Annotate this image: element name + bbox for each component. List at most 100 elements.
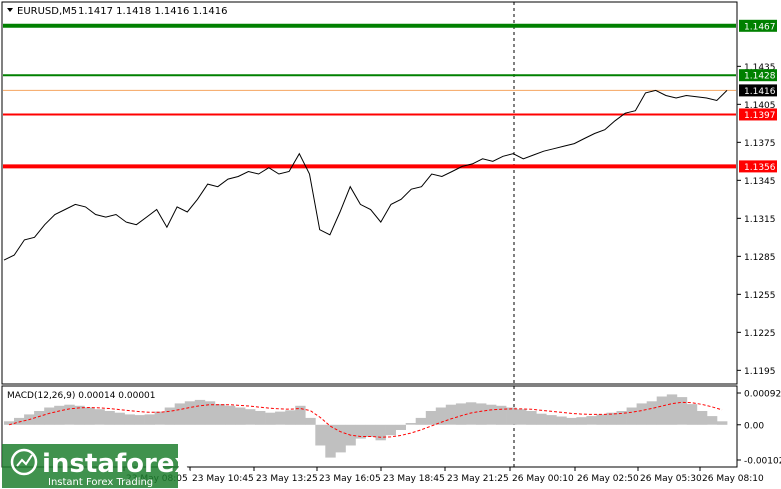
macd-bar — [496, 405, 507, 425]
macd-bar — [516, 409, 527, 425]
macd-bar — [4, 421, 15, 425]
macd-bar — [435, 407, 447, 425]
macd-bar — [154, 411, 165, 425]
x-tick-label-6: 26 May 00:10 — [512, 474, 574, 484]
macd-bar — [455, 403, 467, 425]
macd-bar — [526, 411, 537, 425]
price-series-line — [3, 89, 728, 261]
macd-tick-label-0.00092: 0.00092 — [744, 390, 781, 400]
ohlc-values: 1.1417 1.1418 1.1416 1.1416 — [78, 6, 228, 17]
macd-bar — [315, 424, 326, 446]
macd-bar — [74, 405, 85, 425]
logo-icon — [10, 448, 38, 476]
x-tick-label-3: 23 May 16:05 — [319, 474, 381, 484]
macd-bar — [415, 417, 427, 425]
macd-bar — [194, 399, 206, 425]
macd-bar — [626, 407, 637, 425]
y-tick-label-1.1315: 1.1315 — [744, 215, 776, 225]
price-tag-bg-1.1416 — [739, 84, 777, 97]
macd-bar — [224, 405, 236, 425]
logo-name: instaforex — [42, 449, 192, 479]
macd-bar — [134, 415, 145, 425]
y-tick-label-1.1435: 1.1435 — [744, 63, 776, 73]
x-tick-label-2: 23 May 13:25 — [256, 474, 318, 484]
price-tag-1.1467: 1.1467 — [744, 22, 776, 32]
macd-bar — [14, 417, 25, 425]
y-tick-label-1.1285: 1.1285 — [744, 253, 776, 263]
macd-bar — [124, 414, 135, 425]
x-tick-label-7: 26 May 02:50 — [577, 474, 639, 484]
macd-bar — [576, 417, 587, 425]
x-tick-label-8: 26 May 05:30 — [640, 474, 702, 484]
macd-y-axis: 0.00092 0.00 -0.00102 — [737, 390, 781, 467]
macd-bar — [586, 416, 597, 425]
macd-bar — [445, 404, 457, 425]
macd-bar — [285, 410, 296, 425]
macd-bar — [335, 424, 346, 453]
y-tick-label-1.1255: 1.1255 — [744, 291, 776, 301]
logo-tagline: Instant Forex Trading — [48, 477, 153, 488]
macd-bar — [476, 403, 487, 425]
x-tick-label-1: 23 May 10:45 — [192, 474, 254, 484]
chart-header: EURUSD,M5 1.1417 1.1418 1.1416 1.1416 — [7, 6, 228, 17]
macd-bar — [425, 411, 437, 425]
logo-arrow-icon — [16, 454, 33, 467]
price-tag-bg-1.1467 — [739, 19, 777, 32]
macd-bar — [486, 404, 497, 425]
y-tick-label-1.1345: 1.1345 — [744, 177, 776, 187]
dropdown-triangle-icon[interactable] — [7, 8, 13, 12]
price-tag-1.1416: 1.1416 — [744, 87, 776, 97]
macd-bar — [204, 401, 216, 425]
macd-bar — [405, 423, 417, 425]
macd-bar — [295, 405, 306, 425]
macd-tick-label--0.00102: -0.00102 — [744, 457, 781, 467]
macd-bar — [275, 411, 286, 425]
macd-bar — [546, 415, 557, 425]
macd-bar — [54, 405, 65, 425]
macd-signal-line — [8, 401, 723, 438]
macd-bar — [696, 411, 708, 425]
macd-bar — [666, 394, 678, 425]
macd-bar — [375, 424, 386, 441]
price-tag-1.1397: 1.1397 — [744, 111, 776, 121]
macd-bar — [114, 412, 125, 425]
macd-layer — [4, 394, 728, 458]
y-tick-label-1.1195: 1.1195 — [744, 367, 776, 377]
macd-bar — [566, 417, 577, 425]
x-tick-label-9: 26 May 08:10 — [702, 474, 764, 484]
macd-bar — [506, 407, 517, 425]
macd-bar — [325, 424, 336, 458]
macd-bar — [706, 416, 718, 425]
macd-bar — [235, 407, 246, 425]
macd-bar — [385, 424, 396, 436]
macd-bar — [676, 397, 688, 425]
macd-bar — [104, 411, 115, 425]
macd-bar — [34, 411, 45, 425]
macd-bar — [305, 417, 316, 425]
macd-tick-label-0.00: 0.00 — [744, 421, 764, 431]
macd-bar — [64, 404, 75, 425]
macd-bar — [536, 413, 547, 425]
macd-bar — [245, 409, 256, 425]
instaforex-logo: instaforex Instant Forex Trading — [2, 444, 192, 488]
macd-bar — [616, 411, 627, 425]
price-tag-1.1428: 1.1428 — [744, 72, 776, 82]
macd-bar — [94, 409, 105, 425]
y-tick-label-1.1225: 1.1225 — [744, 329, 776, 339]
y-tick-label-1.1405: 1.1405 — [744, 101, 776, 111]
macd-bar — [465, 402, 477, 425]
macd-bar — [164, 407, 176, 425]
macd-bar — [174, 403, 186, 425]
macd-bar — [44, 407, 55, 425]
price-tag-bg-1.1397 — [739, 108, 777, 121]
macd-bar — [355, 424, 366, 439]
y-tick-label-1.1375: 1.1375 — [744, 139, 776, 149]
macd-bar — [214, 404, 226, 425]
macd-bar — [606, 412, 617, 425]
macd-bar — [717, 421, 728, 425]
macd-bar — [265, 412, 276, 425]
